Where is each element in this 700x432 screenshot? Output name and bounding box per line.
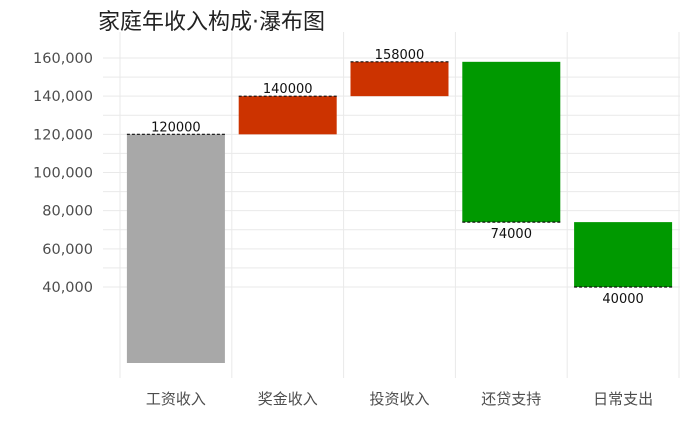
data-label: 74000 [491, 227, 532, 242]
data-labels: 120000 140000 158000 74000 40000 [151, 48, 644, 307]
bars [126, 61, 673, 363]
x-tick-label: 工资收入 [146, 390, 206, 408]
y-tick-label: 120,000 [33, 127, 93, 143]
dashed-level-lines [126, 61, 673, 288]
x-tick-label: 日常支出 [593, 390, 653, 408]
y-tick-label: 80,000 [42, 204, 93, 220]
bar-3 [350, 61, 449, 97]
y-axis: 40,000 60,000 80,000 100,000 120,000 140,000 1… [33, 51, 93, 296]
y-tick-label: 40,000 [42, 280, 93, 296]
bar-1 [126, 134, 225, 363]
x-tick-label: 奖金收入 [258, 390, 318, 408]
x-tick-label: 还贷支持 [481, 390, 541, 408]
chart-title: 家庭年收入构成·瀑布图 [98, 10, 325, 35]
y-tick-label: 60,000 [42, 242, 93, 258]
y-tick-label: 140,000 [33, 89, 93, 105]
y-tick-label: 160,000 [33, 51, 93, 67]
data-label: 120000 [151, 120, 201, 135]
x-tick-label: 投资收入 [369, 390, 429, 408]
data-label: 140000 [263, 82, 313, 97]
bar-2 [238, 96, 337, 135]
bar-5 [574, 222, 673, 287]
x-axis: 工资收入 奖金收入 投资收入 还贷支持 日常支出 [146, 390, 653, 408]
y-tick-label: 100,000 [33, 166, 93, 182]
data-label: 40000 [602, 292, 643, 307]
bar-4 [462, 61, 561, 223]
data-label: 158000 [375, 48, 425, 63]
